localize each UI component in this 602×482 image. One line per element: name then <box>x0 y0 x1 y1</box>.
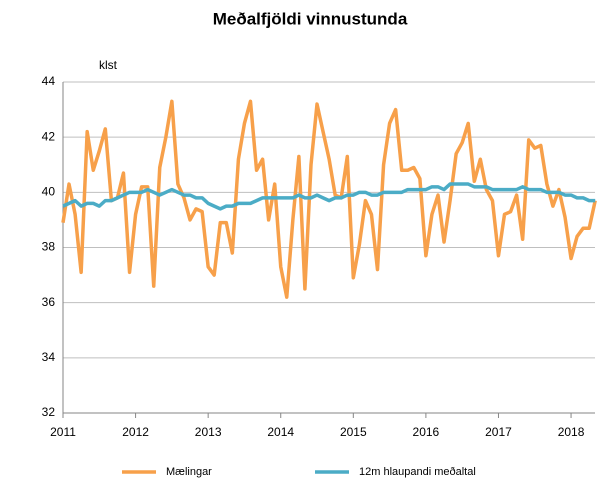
y-tick-label: 36 <box>42 295 56 309</box>
y-tick-label: 42 <box>42 129 56 143</box>
line-series <box>61 99 597 299</box>
x-tick-label: 2011 <box>50 425 76 439</box>
x-tick-label: 2017 <box>485 425 512 439</box>
x-tick-label: 2012 <box>122 425 149 439</box>
x-tick-label: 2014 <box>267 425 294 439</box>
y-tick-label: 44 <box>42 74 56 88</box>
line-series <box>62 182 596 211</box>
legend-label: 12m hlaupandi meðaltal <box>359 466 476 478</box>
y-axis-label: klst <box>99 58 118 72</box>
x-tick-label: 2015 <box>340 425 367 439</box>
x-tick-label: 2018 <box>558 425 585 439</box>
x-tick-label: 2013 <box>195 425 222 439</box>
chart-title: Meðalfjöldi vinnustunda <box>213 9 408 28</box>
legend-label: Mælingar <box>166 466 212 478</box>
y-tick-label: 34 <box>42 350 56 364</box>
x-tick-label: 2016 <box>413 425 440 439</box>
y-tick-label: 40 <box>42 185 56 199</box>
y-tick-label: 32 <box>42 405 56 419</box>
y-tick-label: 38 <box>42 240 56 254</box>
